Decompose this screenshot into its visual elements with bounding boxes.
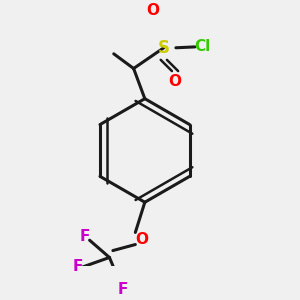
Text: F: F <box>118 282 128 297</box>
Text: Cl: Cl <box>194 39 211 54</box>
Text: F: F <box>72 260 83 274</box>
Text: O: O <box>146 3 159 18</box>
Text: S: S <box>158 39 170 57</box>
Text: O: O <box>169 74 182 89</box>
Text: O: O <box>136 232 149 247</box>
Text: F: F <box>80 229 91 244</box>
